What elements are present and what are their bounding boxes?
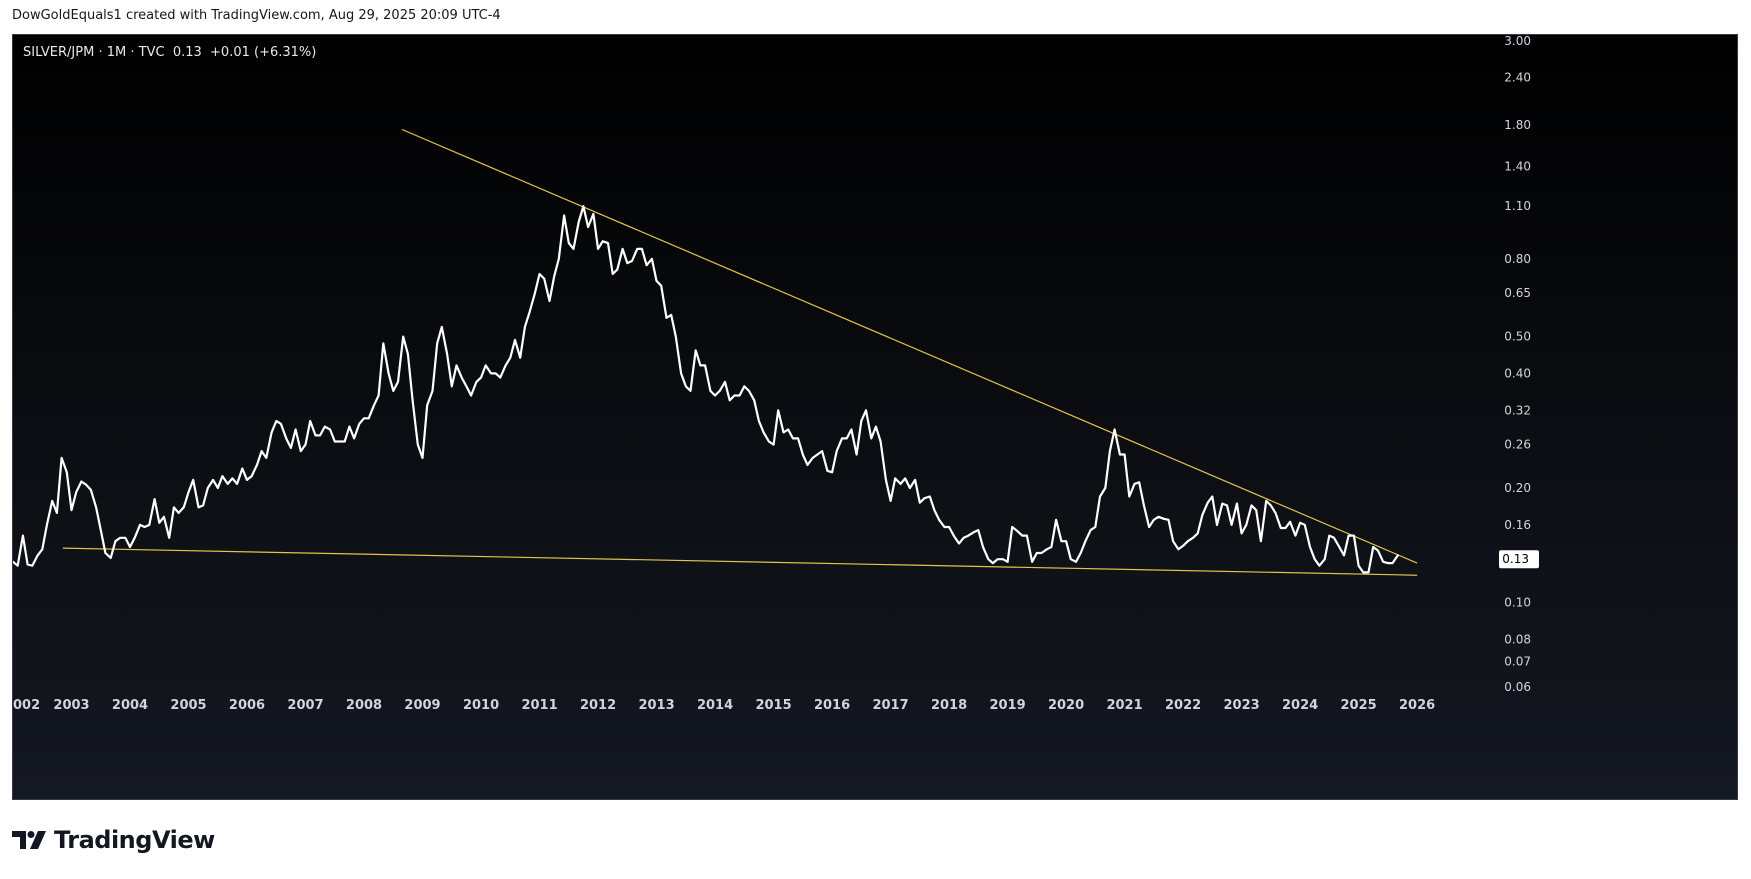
y-axis-tick-label: 0.32 [1504, 403, 1531, 417]
legend-change: +0.01 [210, 45, 250, 60]
legend-source: TVC [138, 45, 165, 60]
y-axis-tick-label: 1.80 [1504, 118, 1531, 132]
x-axis-tick-label: 2003 [53, 698, 89, 713]
price-series-line [13, 205, 1399, 574]
x-axis-tick-label: 2026 [1399, 698, 1435, 713]
x-axis-tick-label: 2011 [521, 698, 557, 713]
x-axis-tick-label: 2007 [287, 698, 323, 713]
x-axis-tick-label: 2021 [1106, 698, 1142, 713]
legend-interval: 1M [106, 45, 127, 60]
x-axis-tick-label: 2024 [1282, 698, 1318, 713]
attribution-text: DowGoldEquals1 created with TradingView.… [12, 8, 501, 23]
x-axis-tick-label: 2015 [755, 698, 791, 713]
y-axis-tick-label: 0.10 [1504, 596, 1531, 610]
x-axis-tick-label: 2019 [989, 698, 1025, 713]
last-price-tag [1499, 550, 1539, 569]
x-axis-tick-label: 2008 [346, 698, 382, 713]
x-axis-tick-label: 2010 [463, 698, 499, 713]
price-chart[interactable]: 3.00 2.40 1.80 1.40 1.10 0.80 0.65 0.50 0.40 0.32… [13, 35, 1737, 799]
x-axis-tick-label: 2020 [1048, 698, 1084, 713]
y-axis-tick-label: 3.00 [1504, 35, 1531, 48]
x-axis-tick-label: 2009 [404, 698, 440, 713]
last-price-label: 0.13 [1502, 552, 1529, 566]
x-axis-tick-label: 2017 [872, 698, 908, 713]
tradingview-logo[interactable]: TradingView [12, 826, 215, 854]
tradingview-wordmark: TradingView [54, 826, 215, 854]
tradingview-logo-icon [12, 831, 46, 849]
legend-symbol: SILVER/JPM [23, 45, 95, 60]
y-axis-tick-label: 0.40 [1504, 366, 1531, 380]
x-axis-tick-label: 2006 [229, 698, 265, 713]
x-axis-tick-label: 2005 [170, 698, 206, 713]
x-axis-tick-label: 002 [13, 698, 40, 713]
y-axis-tick-label: 1.10 [1504, 199, 1531, 213]
y-axis-tick-label: 0.50 [1504, 330, 1531, 344]
y-axis-tick-label: 0.80 [1504, 252, 1531, 266]
upper-trendline [401, 128, 1418, 564]
x-axis-tick-label: 2013 [638, 698, 674, 713]
legend-change-pct: (+6.31%) [254, 45, 317, 60]
x-axis-tick-label: 2012 [580, 698, 616, 713]
x-axis-tick-label: 2018 [931, 698, 967, 713]
y-axis-tick-label: 0.20 [1504, 481, 1531, 495]
legend-value: 0.13 [172, 45, 202, 60]
y-axis-tick-label: 0.06 [1504, 680, 1531, 694]
x-axis-tick-label: 2016 [814, 698, 850, 713]
y-axis-tick-label: 1.40 [1504, 159, 1531, 173]
x-axis-tick-label: 2023 [1223, 698, 1259, 713]
x-axis-tick-label: 2022 [1165, 698, 1201, 713]
y-axis-tick-label: 0.26 [1504, 438, 1531, 452]
x-axis-tick-label: 2025 [1340, 698, 1376, 713]
lower-trendline [62, 547, 1418, 576]
y-axis-tick-label: 0.07 [1504, 655, 1531, 669]
y-axis-tick-label: 0.16 [1504, 518, 1531, 532]
x-axis-tick-label: 2014 [697, 698, 733, 713]
x-axis-tick-label: 2004 [112, 698, 148, 713]
y-axis-tick-label: 2.40 [1504, 70, 1531, 84]
y-axis-tick-label: 0.65 [1504, 286, 1531, 300]
symbol-legend[interactable]: SILVER/JPM · 1M · TVC 0.13 +0.01 (+6.31%… [23, 45, 317, 60]
y-axis-tick-label: 0.08 [1504, 632, 1531, 646]
chart-panel[interactable]: 3.00 2.40 1.80 1.40 1.10 0.80 0.65 0.50 0.40 0.32… [12, 34, 1738, 800]
